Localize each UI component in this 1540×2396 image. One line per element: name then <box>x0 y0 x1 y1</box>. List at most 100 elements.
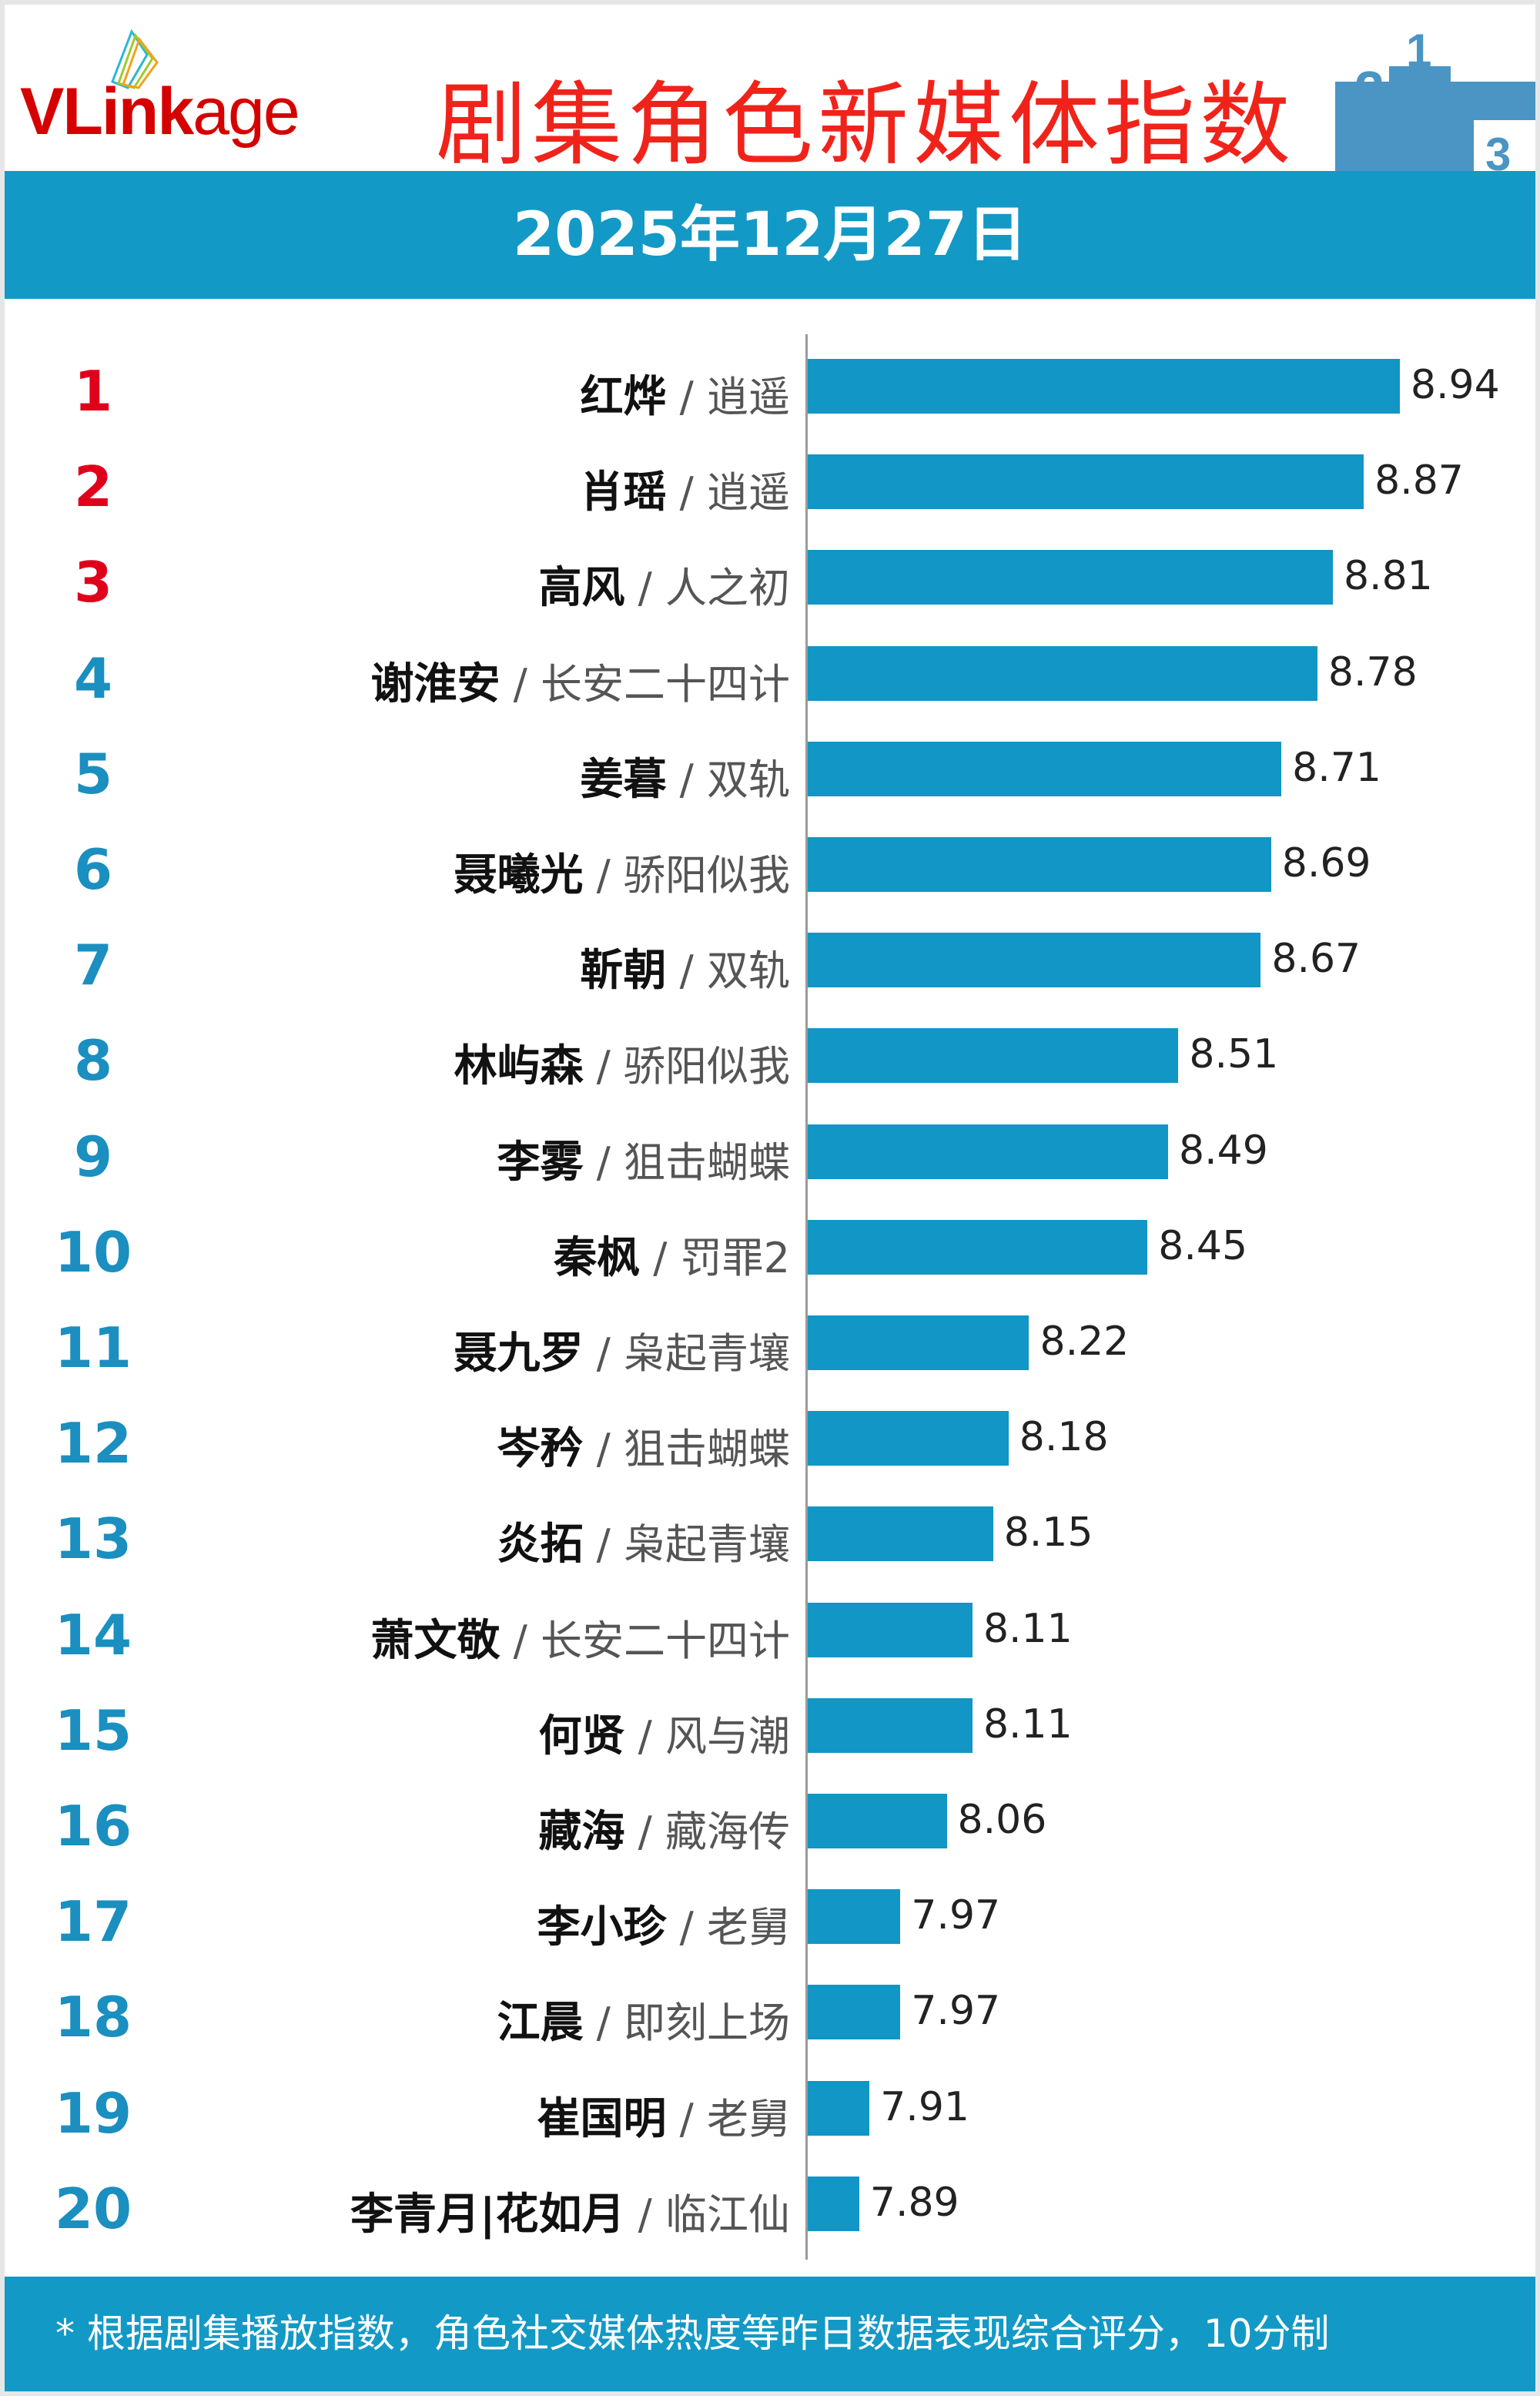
bar <box>808 454 1364 510</box>
svg-text:1: 1 <box>1406 28 1431 76</box>
category-label: 高风 / 人之初 <box>538 553 790 615</box>
bar <box>808 1315 1029 1370</box>
value-label: 8.94 <box>1410 362 1500 408</box>
bar <box>808 359 1400 414</box>
chart-row: 8 林屿森 / 骄阳似我 8.51 <box>5 1017 1535 1094</box>
show-name: / 骄阳似我 <box>583 851 790 900</box>
show-name: / 枭起青壤 <box>583 1329 790 1378</box>
bar <box>808 1697 973 1753</box>
vlinkage-logo: VLinkage <box>20 28 343 151</box>
bar <box>808 1411 1009 1466</box>
bar <box>808 2176 859 2231</box>
chart-row: 20 李青月|花如月 / 临江仙 7.89 <box>5 2166 1535 2243</box>
rank-number: 7 <box>73 933 113 998</box>
rank-number: 14 <box>54 1602 132 1667</box>
character-name: 李雾 <box>497 1137 584 1188</box>
show-name: / 狙击蝴蝶 <box>583 1425 790 1474</box>
rank-number: 17 <box>54 1889 132 1955</box>
character-name: 姜暮 <box>580 754 667 805</box>
value-label: 7.97 <box>911 1892 1001 1939</box>
value-label: 8.69 <box>1281 840 1371 886</box>
show-name: / 双轨 <box>666 755 790 804</box>
value-label: 8.78 <box>1327 648 1418 695</box>
bar <box>808 1028 1179 1084</box>
value-label: 8.81 <box>1343 553 1433 600</box>
chart-row: 3 高风 / 人之初 8.81 <box>5 539 1535 616</box>
rank-number: 8 <box>73 1028 113 1094</box>
character-name: 何贤 <box>538 1711 625 1761</box>
category-label: 李小珍 / 老舅 <box>537 1892 790 1955</box>
rank-number: 18 <box>54 1985 132 2050</box>
rank-number: 1 <box>73 359 113 424</box>
value-label: 8.18 <box>1019 1414 1109 1461</box>
category-label: 肖瑶 / 逍遥 <box>580 457 790 520</box>
character-name: 炎拓 <box>497 1520 584 1570</box>
chart-row: 7 靳朝 / 双轨 8.67 <box>5 922 1535 999</box>
rank-number: 12 <box>54 1411 132 1476</box>
character-name: 谢淮安 <box>370 658 500 709</box>
rank-number: 2 <box>73 454 113 520</box>
character-name: 李小珍 <box>537 1902 667 1953</box>
character-name: 红烨 <box>580 372 667 422</box>
podium-icon: 2 1 3 <box>1335 28 1535 174</box>
character-name: 江晨 <box>497 1998 584 2049</box>
category-label: 聂九罗 / 枭起青壤 <box>454 1319 790 1381</box>
footnote: * 根据剧集播放指数，角色社交媒体热度等昨日数据表现综合评分，10分制 <box>5 2277 1535 2391</box>
chart-row: 6 聂曦光 / 骄阳似我 8.69 <box>5 826 1535 903</box>
category-label: 靳朝 / 双轨 <box>580 936 790 998</box>
rank-number: 4 <box>73 645 113 711</box>
logo-frames-icon <box>111 28 159 89</box>
rank-number: 20 <box>54 2176 132 2241</box>
page-title: 剧集角色新媒体指数 <box>436 72 1296 178</box>
value-label: 8.22 <box>1040 1319 1130 1365</box>
bar <box>808 1985 901 2040</box>
character-name: 李青月|花如月 <box>350 2189 625 2240</box>
chart-row: 9 李雾 / 狙击蝴蝶 8.49 <box>5 1114 1535 1191</box>
category-label: 江晨 / 即刻上场 <box>497 1988 790 2050</box>
character-name: 藏海 <box>538 1807 625 1857</box>
chart-row: 16 藏海 / 藏海传 8.06 <box>5 1783 1535 1860</box>
category-label: 何贤 / 风与潮 <box>538 1701 790 1764</box>
show-name: / 临江仙 <box>624 2190 790 2239</box>
show-name: / 藏海传 <box>624 1808 790 1856</box>
show-name: / 长安二十四计 <box>500 659 790 709</box>
show-name: / 逍遥 <box>666 468 790 518</box>
rank-number: 3 <box>73 550 113 615</box>
page: VLinkage 剧集角色新媒体指数 2 1 3 2025年12月27日 1 红烨… <box>5 5 1535 2391</box>
chart-row: 19 崔国明 / 老舅 7.91 <box>5 2070 1535 2147</box>
bar <box>808 1602 973 1657</box>
category-label: 聂曦光 / 骄阳似我 <box>454 840 790 903</box>
bar <box>808 837 1271 892</box>
show-name: / 双轨 <box>666 947 790 996</box>
bar <box>808 1124 1169 1179</box>
value-label: 7.91 <box>880 2083 969 2130</box>
character-name: 萧文敬 <box>370 1615 500 1666</box>
show-name: / 风与潮 <box>624 1711 790 1761</box>
category-label: 崔国明 / 老舅 <box>537 2084 790 2146</box>
chart-row: 4 谢淮安 / 长安二十四计 8.78 <box>5 635 1535 712</box>
value-label: 8.87 <box>1374 457 1464 504</box>
category-label: 谢淮安 / 长安二十四计 <box>370 649 790 712</box>
character-name: 聂九罗 <box>454 1329 584 1379</box>
value-label: 8.11 <box>983 1605 1073 1652</box>
svg-text:3: 3 <box>1485 129 1511 174</box>
category-label: 李雾 / 狙击蝴蝶 <box>497 1128 790 1190</box>
bar <box>808 1889 901 1945</box>
svg-text:2: 2 <box>1354 60 1384 120</box>
show-name: / 即刻上场 <box>583 1999 790 2048</box>
character-name: 秦枫 <box>554 1232 641 1283</box>
category-label: 姜暮 / 双轨 <box>580 745 790 807</box>
chart-row: 12 岑矜 / 狙击蝴蝶 8.18 <box>5 1400 1535 1477</box>
bar <box>808 550 1333 605</box>
character-name: 靳朝 <box>580 946 667 997</box>
value-label: 8.45 <box>1158 1222 1248 1269</box>
chart-row: 2 肖瑶 / 逍遥 8.87 <box>5 444 1535 521</box>
chart-row: 14 萧文敬 / 长安二十四计 8.11 <box>5 1592 1535 1669</box>
value-label: 8.71 <box>1292 744 1381 791</box>
rank-number: 9 <box>73 1124 113 1189</box>
value-label: 8.49 <box>1179 1127 1268 1174</box>
category-label: 李青月|花如月 / 临江仙 <box>350 2180 790 2242</box>
character-name: 聂曦光 <box>454 850 584 900</box>
category-label: 萧文敬 / 长安二十四计 <box>370 1606 790 1668</box>
bar <box>808 933 1261 988</box>
